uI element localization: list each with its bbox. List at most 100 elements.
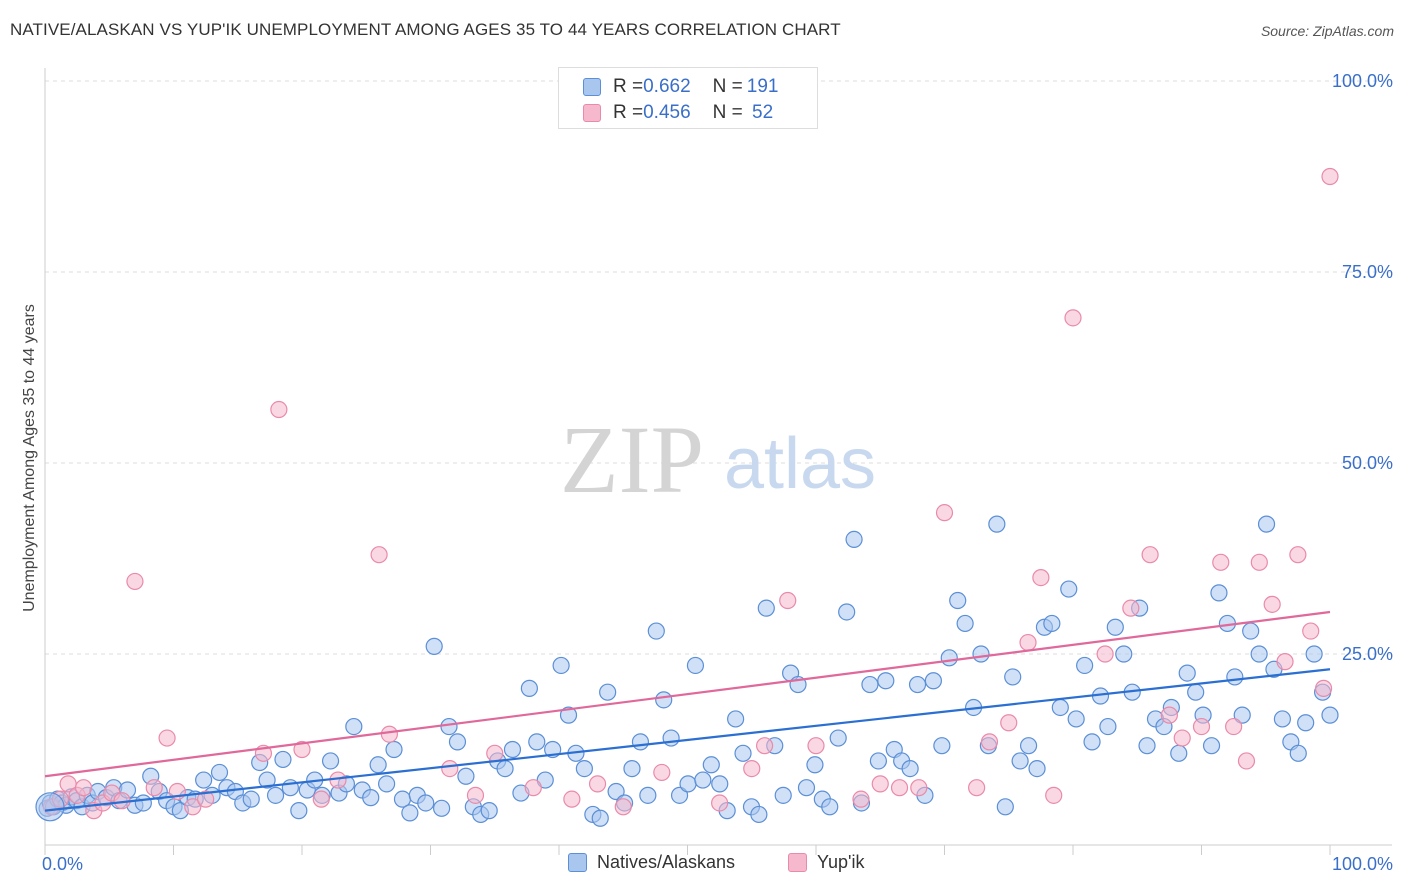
native-trendline	[44, 668, 1331, 812]
points-layer	[35, 167, 1339, 827]
native-point	[821, 798, 839, 816]
native-point	[503, 740, 522, 759]
yupik-point	[807, 737, 825, 755]
native-point	[727, 710, 745, 728]
native-point	[520, 679, 538, 697]
yupik-point	[126, 572, 144, 591]
tick-labels: 25.0% 50.0% 75.0% 100.0% 0.0% 100.0%	[42, 71, 1393, 874]
yupik-point	[293, 740, 311, 759]
native-point	[1257, 515, 1276, 533]
native-point	[679, 775, 697, 793]
native-point	[861, 675, 879, 694]
native-point	[195, 771, 213, 789]
native-point	[480, 802, 498, 820]
native-point	[757, 599, 775, 617]
native-point	[321, 752, 340, 770]
native-point	[702, 756, 720, 774]
native-point	[1076, 656, 1094, 675]
legend-label-natives: Natives/Alaskans	[597, 852, 736, 872]
yupik-point	[1276, 653, 1294, 671]
yupik-point	[1141, 546, 1159, 564]
native-point	[711, 775, 729, 793]
native-point	[599, 683, 617, 701]
native-point	[528, 733, 546, 751]
natives-swatch	[568, 853, 587, 872]
native-point	[655, 691, 673, 709]
native-point	[258, 771, 276, 789]
yupik-point	[968, 779, 986, 797]
native-point	[797, 779, 816, 797]
yupik-point	[980, 733, 999, 751]
native-point	[35, 792, 65, 822]
native-point	[1187, 683, 1205, 701]
watermark: ZIP atlas	[560, 406, 876, 513]
y-tick-label: 25.0%	[1342, 644, 1393, 664]
native-point	[457, 767, 475, 785]
yupik-point	[910, 779, 928, 797]
yupik-point	[380, 725, 398, 743]
series-legend: Natives/Alaskans Yup'ik	[0, 852, 1406, 876]
yupik-point	[1096, 645, 1114, 663]
yupik-point	[1289, 546, 1307, 564]
native-point	[210, 763, 229, 782]
native-point	[901, 759, 919, 778]
n-label: N =	[712, 76, 743, 97]
yupik-point	[852, 790, 870, 808]
native-point	[988, 515, 1006, 533]
legend-item-natives[interactable]: Natives/Alaskans	[568, 852, 735, 873]
native-point	[1226, 668, 1244, 686]
yupik-point	[563, 790, 581, 808]
native-point	[369, 756, 387, 774]
native-point	[869, 752, 887, 770]
native-point	[607, 782, 625, 801]
native-point	[1305, 645, 1323, 663]
native-point	[345, 717, 363, 736]
watermark-atlas: atlas	[724, 424, 876, 504]
yupik-point	[524, 779, 542, 797]
native-point	[1067, 710, 1085, 728]
native-point	[908, 675, 927, 694]
native-point	[378, 775, 396, 793]
native-point	[591, 809, 609, 827]
native-point	[1170, 744, 1188, 762]
native-point	[662, 729, 680, 747]
native-point	[1273, 710, 1292, 728]
native-point	[1004, 668, 1022, 686]
yupik-point	[1019, 633, 1037, 652]
native-point	[552, 656, 570, 675]
legend-item-yupik[interactable]: Yup'ik	[788, 852, 864, 873]
native-point	[845, 530, 863, 549]
yupik-point	[1212, 553, 1230, 571]
native-point	[1060, 580, 1078, 598]
native-point	[448, 733, 467, 751]
native-point	[536, 771, 554, 789]
native-point	[956, 614, 974, 633]
yupik-point	[1192, 717, 1211, 736]
correlation-legend: R = 0.662 N = 191 R = 0.456 N = 52	[558, 67, 818, 129]
legend-label-yupik: Yup'ik	[817, 852, 865, 872]
yupik-point	[653, 763, 671, 782]
native-point	[996, 798, 1014, 816]
yupik-swatch	[583, 104, 601, 122]
r-label: R =	[613, 76, 644, 97]
native-point	[774, 786, 792, 804]
n-value: 52	[746, 102, 774, 123]
yupik-point	[441, 759, 459, 778]
native-point	[266, 786, 285, 804]
yupik-point	[755, 737, 774, 755]
yupik-point	[312, 790, 330, 808]
source-credit: Source: ZipAtlas.com	[1260, 23, 1394, 39]
yupik-point	[486, 744, 504, 762]
yupik-point	[145, 779, 163, 797]
native-point	[401, 804, 419, 822]
y-tick-label: 75.0%	[1342, 262, 1393, 282]
yupik-point	[1000, 714, 1018, 732]
yupik-point	[1237, 752, 1256, 770]
yupik-point	[779, 591, 797, 610]
yupik-point	[74, 779, 93, 797]
native-point	[647, 622, 665, 640]
native-point	[242, 790, 260, 808]
yupik-point	[370, 546, 388, 564]
native-point	[134, 794, 152, 812]
